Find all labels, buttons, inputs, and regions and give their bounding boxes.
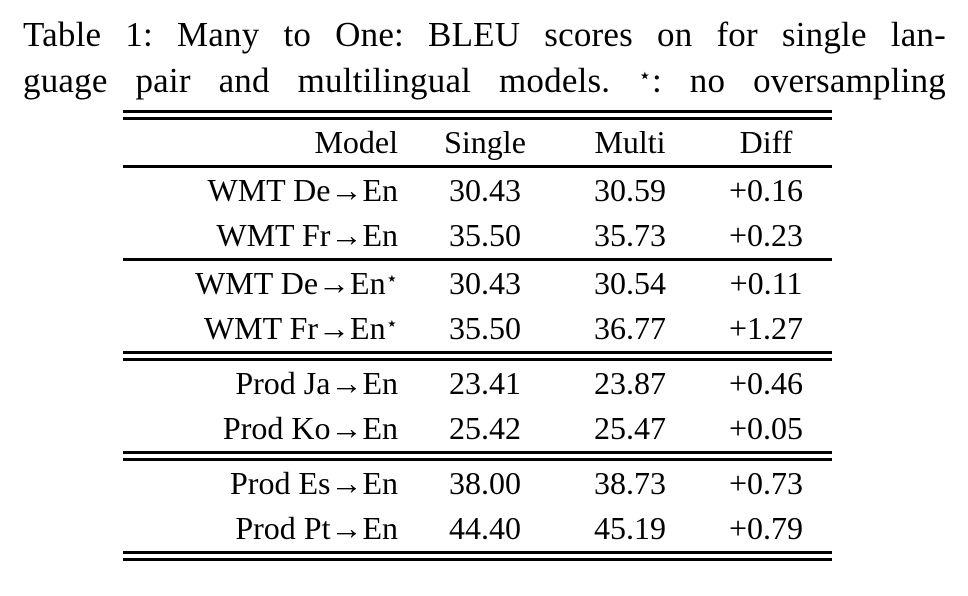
star-icon: ⋆ — [638, 63, 652, 88]
diff-cell: +0.73 — [728, 465, 804, 501]
bleu-scores-table: Model Single Multi Diff WMT De→En 30.43 … — [123, 110, 832, 561]
diff-cell: +1.27 — [728, 310, 804, 346]
model-cell: WMT De→En — [123, 167, 410, 214]
multi-score-cell: 23.87 — [594, 365, 666, 401]
caption-line-2-note: : no oversampling — [651, 61, 946, 100]
model-label: WMT Fr→En — [203, 310, 386, 346]
table-row: Prod Pt→En 44.40 45.19 +0.79 — [123, 506, 832, 556]
group-wmt-no-oversampling: WMT De→En⋆ 30.43 30.54 +0.11 WMT Fr→En⋆ … — [123, 260, 832, 356]
group-wmt: WMT De→En 30.43 30.59 +0.16 WMT Fr→En 35… — [123, 167, 832, 260]
table-row: WMT Fr→En⋆ 35.50 36.77 +1.27 — [123, 306, 832, 356]
star-icon: ⋆ — [385, 313, 398, 336]
column-header-single: Single — [444, 124, 526, 160]
multi-score-cell: 30.54 — [594, 265, 666, 301]
single-score-cell: 25.42 — [449, 410, 521, 446]
diff-cell: +0.11 — [729, 265, 803, 301]
multi-score-cell: 38.73 — [594, 465, 666, 501]
single-score-cell: 30.43 — [449, 265, 521, 301]
diff-cell: +0.46 — [728, 365, 804, 401]
diff-cell: +0.16 — [728, 172, 804, 208]
model-cell: Prod Es→En — [123, 456, 410, 506]
group-prod-es-pt: Prod Es→En 38.00 38.73 +0.73 Prod Pt→En … — [123, 456, 832, 556]
table-row: Prod Es→En 38.00 38.73 +0.73 — [123, 456, 832, 506]
caption-line-1: Table 1: Many to One: BLEU scores on for… — [23, 15, 946, 54]
model-label: Prod Es→En — [230, 465, 398, 501]
column-header-model: Model — [314, 124, 398, 160]
multi-score-cell: 36.77 — [594, 310, 666, 346]
single-score-cell: 35.50 — [449, 310, 521, 346]
table-header: Model Single Multi Diff — [123, 115, 832, 167]
single-score-cell: 44.40 — [449, 510, 521, 546]
table-row: WMT Fr→En 35.50 35.73 +0.23 — [123, 213, 832, 260]
column-header-diff: Diff — [739, 124, 793, 160]
model-label: Prod Ko→En — [222, 410, 398, 446]
caption-line-2: guage pair and multilingual models. ⋆: n… — [23, 58, 946, 104]
model-cell: WMT Fr→En⋆ — [123, 306, 410, 356]
model-label: Prod Ja→En — [235, 365, 398, 401]
multi-score-cell: 35.73 — [594, 217, 666, 253]
table-row: Prod Ko→En 25.42 25.47 +0.05 — [123, 406, 832, 456]
table-header-row: Model Single Multi Diff — [123, 115, 832, 167]
star-icon: ⋆ — [385, 268, 398, 291]
diff-cell: +0.05 — [728, 410, 804, 446]
single-score-cell: 38.00 — [449, 465, 521, 501]
model-label: Prod Pt→En — [235, 510, 398, 546]
model-cell: Prod Ko→En — [123, 406, 410, 456]
model-label: WMT De→En — [195, 265, 386, 301]
model-cell: Prod Pt→En — [123, 506, 410, 556]
diff-cell: +0.23 — [728, 217, 804, 253]
caption-line-2-text: guage pair and multilingual models. — [23, 61, 611, 100]
model-label: WMT Fr→En — [216, 217, 398, 253]
model-cell: Prod Ja→En — [123, 356, 410, 406]
model-label: WMT De→En — [207, 172, 398, 208]
model-cell: WMT De→En⋆ — [123, 260, 410, 307]
column-header-multi: Multi — [594, 124, 666, 160]
table-row: WMT De→En 30.43 30.59 +0.16 — [123, 167, 832, 214]
group-prod-ja-ko: Prod Ja→En 23.41 23.87 +0.46 Prod Ko→En … — [123, 356, 832, 456]
table-row: WMT De→En⋆ 30.43 30.54 +0.11 — [123, 260, 832, 307]
multi-score-cell: 45.19 — [594, 510, 666, 546]
multi-score-cell: 30.59 — [594, 172, 666, 208]
diff-cell: +0.79 — [728, 510, 804, 546]
model-cell: WMT Fr→En — [123, 213, 410, 260]
table-row: Prod Ja→En 23.41 23.87 +0.46 — [123, 356, 832, 406]
single-score-cell: 23.41 — [449, 365, 521, 401]
single-score-cell: 35.50 — [449, 217, 521, 253]
single-score-cell: 30.43 — [449, 172, 521, 208]
multi-score-cell: 25.47 — [594, 410, 666, 446]
table-caption: Table 1: Many to One: BLEU scores on for… — [23, 12, 946, 104]
